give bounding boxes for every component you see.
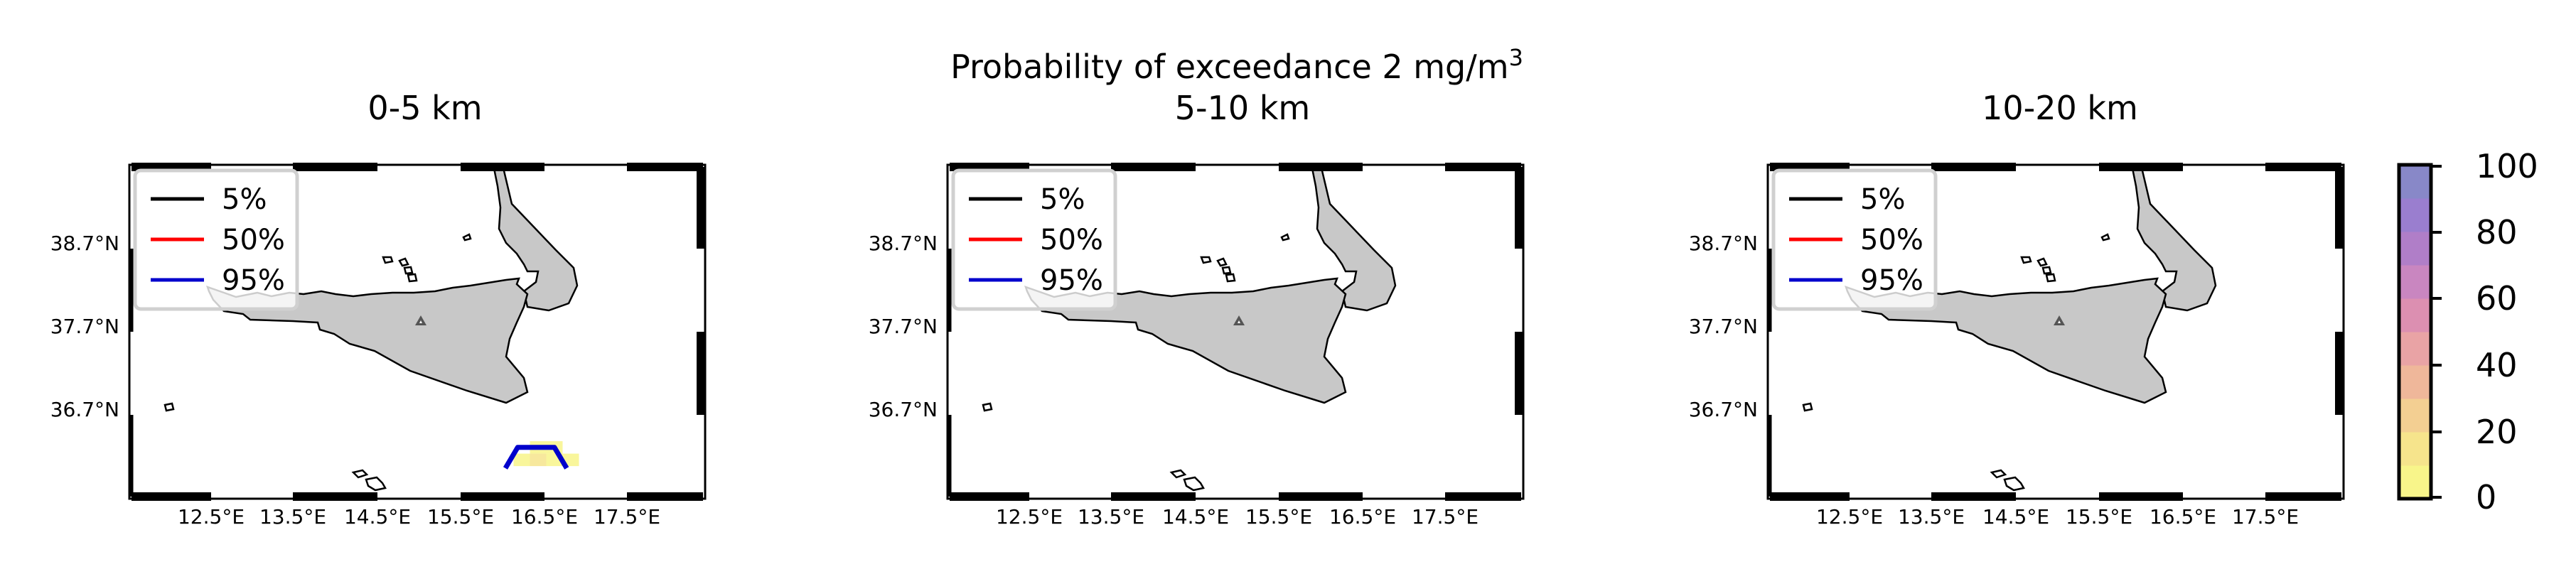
colorbar-tick-label: 40 xyxy=(2476,346,2518,384)
colorbar-band xyxy=(2399,298,2431,332)
colorbar-tick-label: 80 xyxy=(2476,213,2518,251)
x-tick-label: 15.5°E xyxy=(2066,505,2132,529)
map-area xyxy=(163,163,579,492)
colorbar-band xyxy=(2399,232,2431,266)
colorbar-band xyxy=(2399,165,2431,199)
legend-label-50: 50% xyxy=(1040,224,1103,256)
legend-label-95: 95% xyxy=(1860,264,1923,297)
colorbar-outline xyxy=(2397,163,2433,501)
x-tick-label: 16.5°E xyxy=(1329,505,1396,529)
legend-label-95: 95% xyxy=(1040,264,1103,297)
x-tick-label: 12.5°E xyxy=(1816,505,1883,529)
colorbar-band xyxy=(2399,465,2431,499)
legend: 5% 50% 95% xyxy=(133,168,299,311)
x-tick-label: 14.5°E xyxy=(1982,505,2049,529)
legend: 5% 50% 95% xyxy=(951,168,1117,311)
probability-cell xyxy=(513,453,530,467)
y-tick-label: 36.7°N xyxy=(869,398,938,421)
x-tick-label: 16.5°E xyxy=(2150,505,2216,529)
y-tick-labels: 38.7°N 37.7°N 36.7°N xyxy=(869,232,938,421)
colorbar-tick-label: 60 xyxy=(2476,279,2518,318)
panel-5-10km: 5-10 km 5% 50% 95% 38.7°N 37.7°N 36.7°N xyxy=(869,89,1523,529)
y-tick-labels: 38.7°N 37.7°N 36.7°N xyxy=(1689,232,1758,421)
colorbar: 100 80 60 40 20 0 xyxy=(2397,147,2538,516)
colorbar-band xyxy=(2399,399,2431,433)
colorbar-band xyxy=(2399,332,2431,366)
y-tick-label: 38.7°N xyxy=(1689,232,1758,255)
legend: 5% 50% 95% xyxy=(1771,168,1938,311)
x-tick-label: 13.5°E xyxy=(259,505,326,529)
y-tick-label: 37.7°N xyxy=(869,315,938,338)
legend-label-50: 50% xyxy=(222,224,285,256)
panel-title: 5-10 km xyxy=(1175,89,1310,127)
y-tick-label: 36.7°N xyxy=(50,398,119,421)
probability-cell xyxy=(562,453,579,467)
x-tick-labels: 12.5°E 13.5°E 14.5°E 15.5°E 16.5°E 17.5°… xyxy=(1816,505,2299,529)
y-tick-label: 37.7°N xyxy=(1689,315,1758,338)
colorbar-band xyxy=(2399,365,2431,399)
x-tick-label: 14.5°E xyxy=(1162,505,1229,529)
panel-10-20km: 10-20 km 5% 50% 95% 38.7°N 37.7°N 36.7°N xyxy=(1689,89,2344,529)
x-tick-label: 15.5°E xyxy=(427,505,494,529)
colorbar-tick-label: 100 xyxy=(2476,147,2538,185)
colorbar-bands xyxy=(2399,165,2431,499)
y-tick-label: 37.7°N xyxy=(50,315,119,338)
colorbar-band xyxy=(2399,265,2431,299)
panel-title: 0-5 km xyxy=(367,89,482,127)
y-tick-label: 38.7°N xyxy=(869,232,938,255)
y-tick-label: 38.7°N xyxy=(50,232,119,255)
colorbar-tick-labels: 100 80 60 40 20 0 xyxy=(2476,147,2538,516)
x-tick-label: 12.5°E xyxy=(178,505,245,529)
x-tick-labels: 12.5°E 13.5°E 14.5°E 15.5°E 16.5°E 17.5°… xyxy=(996,505,1478,529)
colorbar-band xyxy=(2399,432,2431,466)
contour-95-line xyxy=(503,445,569,470)
probability-cell xyxy=(530,453,547,467)
x-tick-label: 12.5°E xyxy=(996,505,1063,529)
x-tick-labels: 12.5°E 13.5°E 14.5°E 15.5°E 16.5°E 17.5°… xyxy=(178,505,660,529)
x-tick-label: 14.5°E xyxy=(344,505,411,529)
contour-lines xyxy=(503,445,569,470)
colorbar-ticks xyxy=(2431,165,2442,499)
x-tick-label: 15.5°E xyxy=(1245,505,1312,529)
x-tick-label: 16.5°E xyxy=(511,505,578,529)
panel-title: 10-20 km xyxy=(1982,89,2138,127)
legend-label-50: 50% xyxy=(1860,224,1923,256)
colorbar-tick-label: 0 xyxy=(2476,478,2496,516)
x-tick-label: 17.5°E xyxy=(2232,505,2299,529)
figure-title: Probability of exceedance 2 mg/m3 xyxy=(950,44,1523,86)
y-tick-labels: 38.7°N 37.7°N 36.7°N xyxy=(50,232,119,421)
x-tick-label: 13.5°E xyxy=(1898,505,1965,529)
x-tick-label: 13.5°E xyxy=(1078,505,1144,529)
panel-0-5km: 0-5 km 5% 50% 95% 38.7°N 37.7°N 36.7°N xyxy=(50,89,705,529)
legend-label-5: 5% xyxy=(222,183,267,216)
legend-label-5: 5% xyxy=(1860,183,1905,216)
x-tick-label: 17.5°E xyxy=(1412,505,1478,529)
legend-label-5: 5% xyxy=(1040,183,1085,216)
x-tick-label: 17.5°E xyxy=(594,505,660,529)
y-tick-label: 36.7°N xyxy=(1689,398,1758,421)
colorbar-band xyxy=(2399,198,2431,232)
probability-cells xyxy=(513,441,579,467)
legend-label-95: 95% xyxy=(222,264,285,297)
colorbar-tick-label: 20 xyxy=(2476,413,2518,451)
